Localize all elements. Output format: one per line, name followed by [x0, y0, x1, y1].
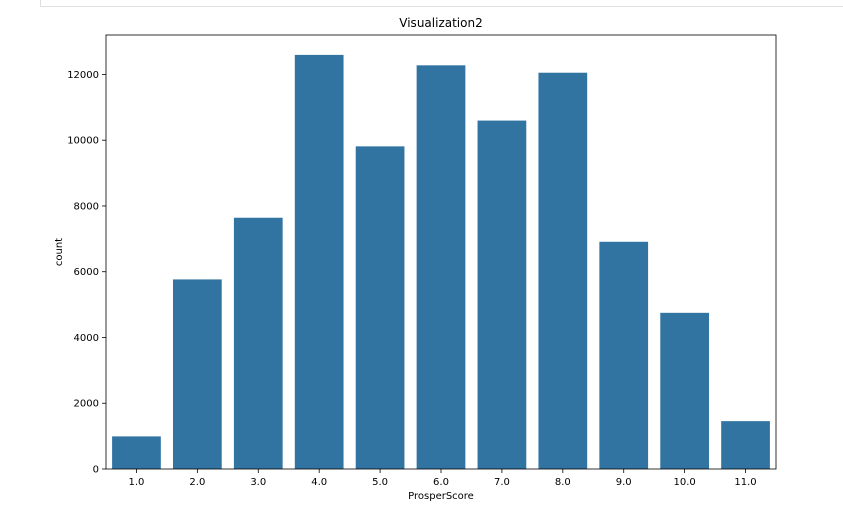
notebook-cell-frame [40, 0, 843, 7]
bar-6.0 [416, 65, 466, 469]
x-tick-label: 7.0 [494, 477, 510, 488]
x-tick-label: 1.0 [129, 477, 145, 488]
bar-7.0 [477, 120, 527, 469]
y-tick-label: 6000 [74, 267, 99, 278]
bar-8.0 [538, 72, 588, 469]
x-tick-label: 11.0 [734, 477, 756, 488]
chart-title: Visualization2 [399, 16, 482, 30]
x-tick-label: 6.0 [433, 477, 449, 488]
y-axis-ticks: 0 2000 4000 6000 8000 10000 12000 [67, 70, 106, 476]
y-tick-label: 2000 [74, 399, 99, 410]
x-axis-title: ProsperScore [408, 491, 474, 502]
y-tick-label: 10000 [67, 136, 99, 147]
y-tick-label: 4000 [74, 333, 99, 344]
bar-1.0 [112, 436, 161, 469]
x-tick-label: 3.0 [250, 477, 266, 488]
bar-10.0 [660, 312, 709, 469]
x-axis-ticks: 1.0 2.0 3.0 4.0 5.0 6.0 7.0 8.0 9.0 10.0 11.0 [129, 469, 757, 488]
bar-3.0 [233, 217, 283, 469]
x-tick-label: 4.0 [311, 477, 327, 488]
bar-11.0 [721, 421, 770, 469]
bars-group [112, 54, 770, 470]
y-tick-label: 8000 [74, 201, 99, 212]
bar-4.0 [294, 54, 344, 470]
y-tick-label: 12000 [67, 70, 99, 81]
y-axis-title: count [54, 238, 65, 266]
x-tick-label: 10.0 [674, 477, 696, 488]
x-tick-label: 9.0 [616, 477, 632, 488]
x-tick-label: 5.0 [372, 477, 388, 488]
y-tick-label: 0 [93, 465, 99, 476]
x-tick-label: 8.0 [555, 477, 571, 488]
bar-5.0 [355, 146, 405, 469]
x-tick-label: 2.0 [189, 477, 205, 488]
bar-9.0 [599, 241, 649, 469]
bar-2.0 [173, 279, 222, 469]
